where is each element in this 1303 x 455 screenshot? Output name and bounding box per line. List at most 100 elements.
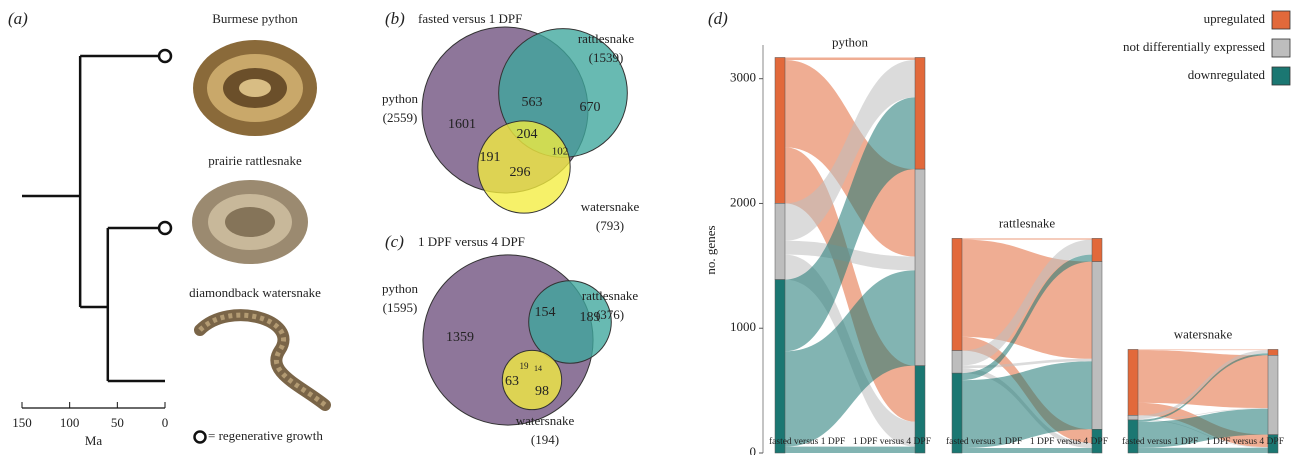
- column-label: fasted versus 1 DPF: [1122, 436, 1198, 447]
- x-axis-label: Ma: [85, 433, 103, 448]
- flow: [962, 239, 1092, 366]
- column-label: 1 DPF versus 4 DPF: [1206, 437, 1284, 447]
- flow: [962, 254, 1092, 381]
- venn-circle: [477, 120, 571, 214]
- column-label: 1 DPF versus 4 DPF: [1030, 437, 1108, 447]
- stack-bar: [774, 279, 786, 454]
- legend-swatch: [1271, 10, 1291, 30]
- group-name: python: [832, 34, 869, 49]
- column-label: fasted versus 1 DPF: [946, 436, 1022, 447]
- region-count: 102: [552, 146, 569, 158]
- set-name: python: [382, 91, 419, 106]
- region-count: 563: [522, 95, 543, 110]
- flow: [785, 446, 915, 453]
- panel-label: (c): [385, 232, 404, 251]
- column-label: fasted versus 1 DPF: [769, 436, 845, 447]
- legend-swatch: [1271, 38, 1291, 58]
- y-axis-label: no. genes: [703, 225, 718, 274]
- set-name: watersnake: [516, 413, 575, 428]
- x-tick-label: 100: [60, 415, 80, 430]
- legend-swatch: [1271, 66, 1291, 86]
- stack-bar: [1267, 355, 1279, 435]
- python-illustration: [193, 40, 317, 136]
- region-count: 296: [510, 165, 531, 180]
- species-name: diamondback watersnake: [189, 285, 321, 300]
- legend-marker: [193, 430, 207, 444]
- region-count: 204: [517, 127, 538, 142]
- stack-bar: [914, 365, 926, 454]
- venn-circle: [528, 280, 612, 364]
- region-count: 63: [505, 374, 519, 389]
- panel-title: fasted versus 1 DPF: [418, 11, 522, 26]
- y-tick-label: 0: [750, 444, 757, 455]
- region-count: 14: [534, 364, 542, 373]
- x-tick-label: 50: [111, 415, 124, 430]
- flow: [962, 361, 1092, 449]
- y-tick-label: 1000: [730, 319, 756, 334]
- flow: [1138, 408, 1268, 420]
- stack-bar: [951, 350, 963, 374]
- set-name: rattlesnake: [578, 31, 635, 46]
- region-count: 191: [480, 150, 501, 165]
- stack-bar: [951, 238, 963, 351]
- column-label: 1 DPF versus 4 DPF: [853, 437, 931, 447]
- stack-bar: [1091, 429, 1103, 454]
- panel-label: (a): [8, 9, 28, 28]
- set-name: rattlesnake: [582, 288, 639, 303]
- regen-marker: [157, 220, 173, 236]
- flow: [1138, 349, 1268, 351]
- flow: [785, 59, 915, 241]
- stack-bar: [1127, 419, 1139, 454]
- panel-label: (d): [708, 9, 728, 28]
- set-name: watersnake: [581, 199, 640, 214]
- panel-title: 1 DPF versus 4 DPF: [418, 234, 525, 249]
- group-name: rattlesnake: [999, 215, 1056, 230]
- stack-bar: [1127, 415, 1139, 421]
- flow: [962, 448, 1092, 453]
- region-count: 19: [520, 361, 530, 371]
- stack-bar: [1267, 349, 1279, 356]
- regen-marker: [157, 48, 173, 64]
- stack-bar: [774, 57, 786, 204]
- legend-label: upregulated: [1204, 11, 1266, 26]
- set-total: (1539): [589, 50, 624, 65]
- legend-text: = regenerative growth: [208, 428, 323, 443]
- y-tick-label: 3000: [730, 70, 756, 85]
- stack-bar: [914, 168, 926, 366]
- stack-bar: [914, 57, 926, 170]
- region-count: 670: [580, 100, 601, 115]
- rattlesnake-illustration: [192, 180, 308, 264]
- panel-label: (b): [385, 9, 405, 28]
- stack-bar: [1267, 434, 1279, 454]
- set-total: (2559): [383, 110, 418, 125]
- group-name: watersnake: [1174, 326, 1233, 341]
- flow: [1138, 353, 1268, 422]
- flow: [1138, 350, 1268, 409]
- stack-bar: [951, 372, 963, 454]
- flow: [1138, 447, 1268, 453]
- stack-bar: [1091, 238, 1103, 262]
- flow: [785, 57, 915, 60]
- region-count: 98: [535, 384, 549, 399]
- set-total: (194): [531, 432, 559, 447]
- species-name: Burmese python: [212, 11, 298, 26]
- flow: [785, 97, 915, 352]
- flow: [962, 238, 1092, 240]
- legend-label: downregulated: [1188, 67, 1266, 82]
- flow: [1138, 350, 1268, 419]
- region-count: 1359: [446, 330, 474, 345]
- region-count: 154: [535, 305, 556, 320]
- set-name: python: [382, 281, 419, 296]
- y-tick-label: 2000: [730, 194, 756, 209]
- x-tick-label: 0: [162, 415, 169, 430]
- stack-bar: [774, 203, 786, 280]
- venn-circle: [501, 349, 563, 411]
- region-count: 189: [580, 310, 601, 325]
- stack-bar: [1091, 261, 1103, 430]
- x-tick-label: 150: [12, 415, 32, 430]
- stack-bar: [1127, 349, 1139, 416]
- legend-label: not differentially expressed: [1123, 39, 1265, 54]
- set-total: (793): [596, 218, 624, 233]
- set-total: (376): [596, 307, 624, 322]
